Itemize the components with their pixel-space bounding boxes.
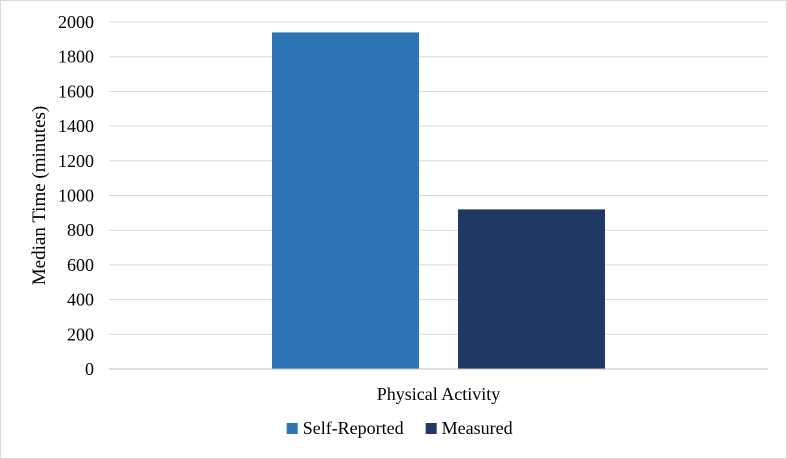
legend: Self-Reported Measured [286,418,513,438]
legend-label: Measured [442,418,513,438]
legend-label: Self-Reported [303,418,404,438]
legend-swatch [286,423,298,434]
y-tick-label: 600 [67,255,94,275]
y-axis-title: Median Time (minutes) [29,106,50,285]
bar-measured [458,209,605,369]
bar-self-reported [272,32,419,369]
y-tick-label: 200 [67,324,94,344]
x-axis: Physical Activity [109,368,768,404]
y-tick-label: 1200 [58,151,94,171]
y-tick-label: 2000 [58,12,94,32]
y-axis: 0 200 400 600 800 1000 1200 1400 1600 1800 2000 [58,12,94,379]
y-tick-label: 1400 [58,116,94,136]
legend-swatch [425,423,437,434]
x-category-label: Physical Activity [377,384,501,404]
y-tick-label: 1600 [58,81,94,101]
y-tick-label: 400 [67,290,94,310]
y-tick-label: 0 [85,359,94,379]
y-tick-label: 1800 [58,47,94,67]
bars [272,32,605,369]
gridlines [109,21,768,335]
y-tick-label: 1000 [58,186,94,206]
y-tick-label: 800 [67,220,94,240]
